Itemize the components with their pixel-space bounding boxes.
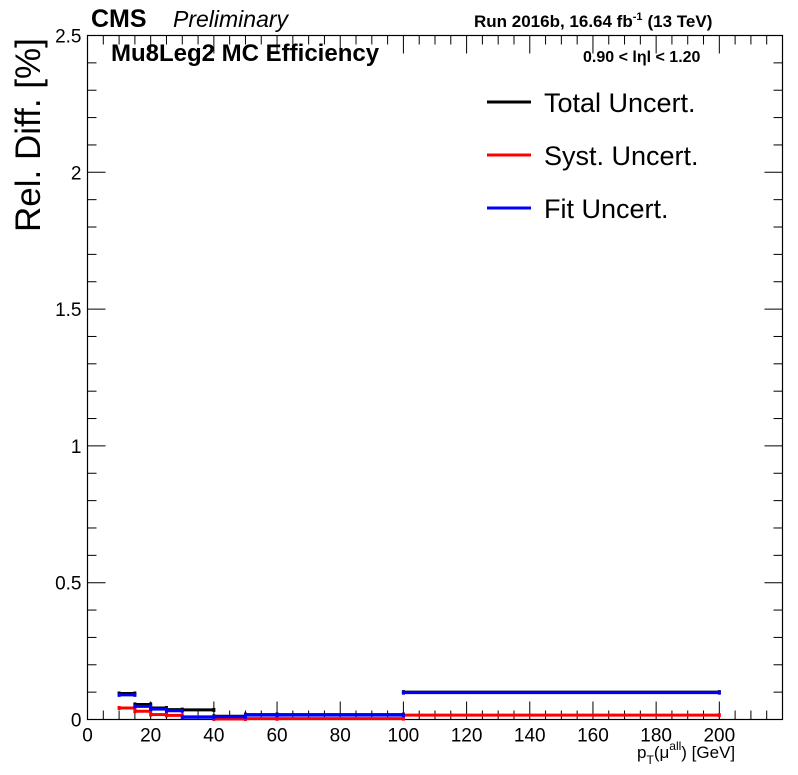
x-tick-label: 40	[203, 726, 224, 747]
segment-marker	[401, 690, 405, 695]
segment-marker	[149, 707, 153, 712]
segment-marker	[212, 707, 216, 712]
series-group	[117, 690, 721, 721]
segment-marker	[133, 709, 137, 714]
segment-marker	[117, 692, 121, 697]
preliminary-label: Preliminary	[173, 6, 290, 32]
segment-marker	[149, 712, 153, 717]
segment-marker	[149, 704, 153, 709]
legend: Total Uncert. Syst. Uncert. Fit Uncert.	[487, 88, 699, 224]
segment-marker	[180, 708, 184, 713]
segment-marker	[164, 708, 168, 713]
segment-marker	[401, 716, 405, 721]
x-tick-label: 20	[140, 726, 161, 747]
y-axis: 0 0.5 1 1.5 2 2.5	[55, 27, 783, 732]
x-tick-label: 0	[82, 726, 93, 747]
plot-frame	[86, 34, 784, 721]
segment-marker	[275, 716, 279, 721]
series-3	[117, 690, 721, 720]
legend-label: Syst. Uncert.	[544, 141, 699, 171]
x-tick-label: 60	[266, 726, 287, 747]
cms-label: CMS	[91, 5, 147, 33]
x-tick-label: 160	[577, 726, 609, 747]
x-axis: 0 20 40 60 80 100 120 140 160 180 200	[82, 35, 783, 747]
legend-label: Total Uncert.	[544, 88, 696, 118]
y-tick-label: 2.5	[55, 27, 81, 48]
series-2	[117, 706, 721, 721]
y-tick-label: 0	[71, 711, 82, 732]
eta-range-label: 0.90 < lηl < 1.20	[583, 49, 701, 66]
x-axis-label: pT(μall) [GeV]	[637, 739, 735, 767]
x-tick-label: 80	[330, 726, 351, 747]
segment-marker	[133, 692, 137, 697]
y-tick-label: 1.5	[55, 300, 81, 321]
x-tick-label: 120	[451, 726, 483, 747]
x-tick-label: 140	[514, 726, 546, 747]
segment-marker	[243, 713, 247, 718]
y-tick-label: 2	[71, 163, 82, 184]
y-axis-label: Rel. Diff. [%]	[9, 38, 48, 232]
x-tick-label: 180	[640, 726, 672, 747]
y-tick-label: 1	[71, 437, 82, 458]
run-lumi-label: Run 2016b, 16.64 fb-1 (13 TeV)	[474, 11, 712, 31]
x-tick-label: 100	[388, 726, 420, 747]
segment-marker	[401, 713, 405, 718]
segment-marker	[275, 713, 279, 718]
segment-marker	[164, 713, 168, 718]
legend-label: Fit Uncert.	[544, 194, 669, 224]
segment-marker	[212, 714, 216, 719]
segment-marker	[117, 706, 121, 711]
segment-marker	[149, 709, 153, 714]
segment-marker	[180, 715, 184, 720]
x-tick-label: 200	[703, 726, 735, 747]
chart-title: Mu8Leg2 MC Efficiency	[111, 40, 380, 67]
y-tick-label: 0.5	[55, 574, 81, 595]
segment-marker	[133, 704, 137, 709]
segment-marker	[717, 690, 721, 695]
segment-marker	[717, 713, 721, 718]
